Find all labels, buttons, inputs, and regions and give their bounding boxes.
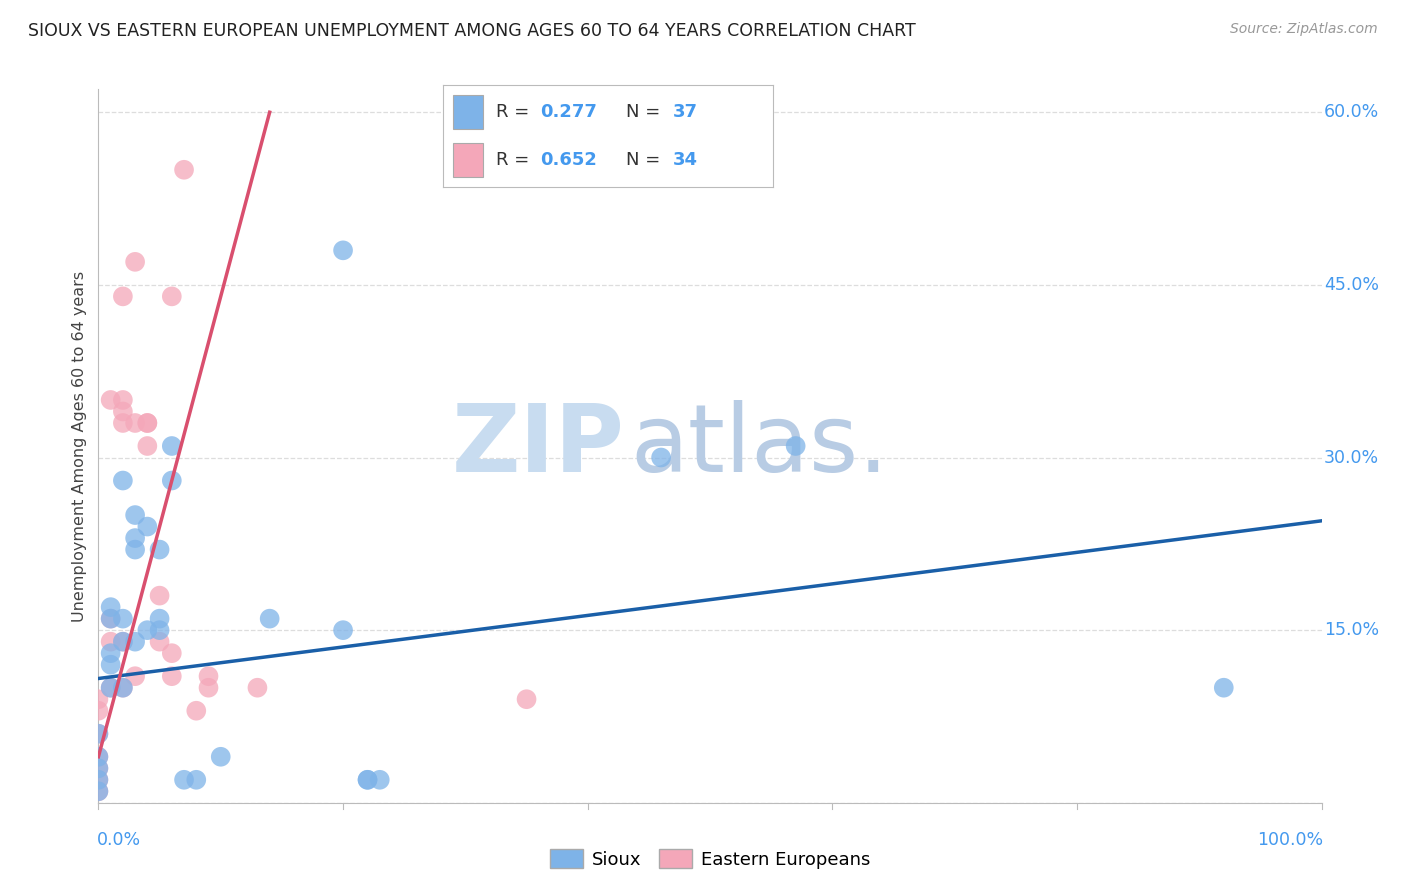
Point [111,612,134,626]
Point [259,612,281,626]
Point [124,669,146,683]
Text: N =: N = [626,151,666,169]
Point [149,542,172,557]
Point [332,244,354,258]
Point [197,681,219,695]
Point [160,669,183,683]
Point [186,704,208,718]
Point [100,681,122,695]
Point [332,623,354,637]
Point [1212,681,1234,695]
Point [87,692,110,706]
Point [356,772,378,787]
Point [111,634,134,648]
Point [111,634,134,648]
Text: R =: R = [496,103,534,121]
Point [785,439,807,453]
Point [87,784,110,798]
Point [100,657,122,672]
Point [149,623,172,637]
Point [87,761,110,775]
Text: ZIP: ZIP [451,400,624,492]
Point [186,772,208,787]
Point [111,404,134,418]
Point [100,600,122,615]
Point [160,439,183,453]
Text: 15.0%: 15.0% [1324,621,1379,640]
Text: 30.0%: 30.0% [1324,449,1379,467]
Point [100,634,122,648]
FancyBboxPatch shape [453,95,482,128]
Point [87,784,110,798]
Point [124,542,146,557]
Text: Source: ZipAtlas.com: Source: ZipAtlas.com [1230,22,1378,37]
Point [173,162,195,177]
Point [209,749,232,764]
Point [136,416,159,430]
Point [100,646,122,660]
Point [136,623,159,637]
Point [650,450,672,465]
Point [160,474,183,488]
Text: 100.0%: 100.0% [1257,831,1323,849]
Text: 60.0%: 60.0% [1324,103,1379,121]
Text: 0.0%: 0.0% [97,831,142,849]
Point [124,634,146,648]
Point [160,646,183,660]
Point [100,612,122,626]
Text: 0.277: 0.277 [540,103,598,121]
Y-axis label: Unemployment Among Ages 60 to 64 years: Unemployment Among Ages 60 to 64 years [72,270,87,622]
Point [149,634,172,648]
Point [100,392,122,407]
Point [124,531,146,545]
Point [87,749,110,764]
Point [136,416,159,430]
Point [100,612,122,626]
Text: 0.652: 0.652 [540,151,598,169]
Text: 45.0%: 45.0% [1324,276,1379,293]
FancyBboxPatch shape [453,144,482,177]
Point [160,289,183,303]
Point [136,439,159,453]
Point [149,589,172,603]
Text: R =: R = [496,151,534,169]
Text: N =: N = [626,103,666,121]
Point [124,508,146,522]
Point [111,289,134,303]
Point [87,727,110,741]
Point [87,761,110,775]
Point [124,255,146,269]
Point [87,749,110,764]
Point [87,772,110,787]
Point [87,772,110,787]
Point [368,772,391,787]
Point [149,612,172,626]
Point [100,681,122,695]
Text: 37: 37 [672,103,697,121]
Point [87,704,110,718]
Text: 34: 34 [672,151,697,169]
Point [136,519,159,533]
Point [124,416,146,430]
Text: atlas.: atlas. [630,400,889,492]
Point [111,392,134,407]
Point [111,416,134,430]
Point [356,772,378,787]
Legend: Sioux, Eastern Europeans: Sioux, Eastern Europeans [543,842,877,876]
Point [87,727,110,741]
Point [111,474,134,488]
Text: SIOUX VS EASTERN EUROPEAN UNEMPLOYMENT AMONG AGES 60 TO 64 YEARS CORRELATION CHA: SIOUX VS EASTERN EUROPEAN UNEMPLOYMENT A… [28,22,915,40]
Point [246,681,269,695]
Point [173,772,195,787]
Point [197,669,219,683]
Point [111,681,134,695]
Point [111,681,134,695]
Point [515,692,537,706]
